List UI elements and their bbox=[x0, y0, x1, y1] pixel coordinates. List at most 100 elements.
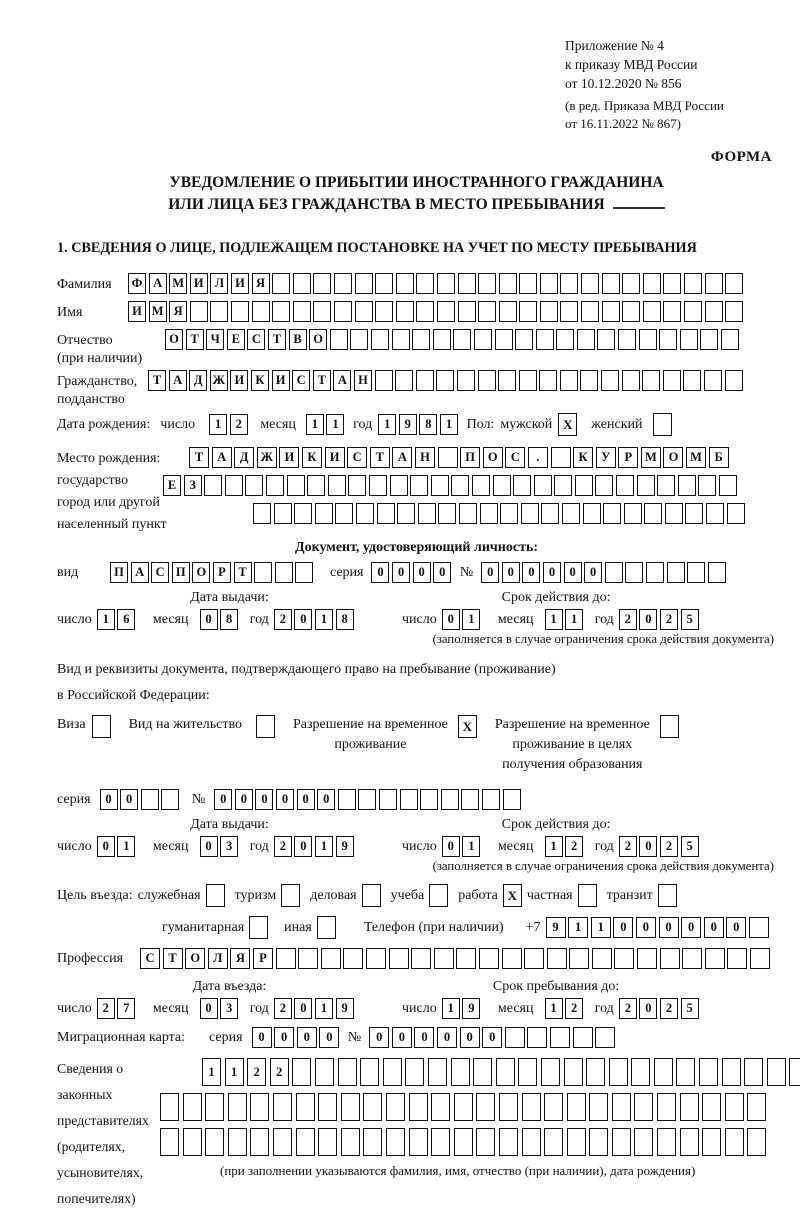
char-cell[interactable] bbox=[544, 1093, 564, 1121]
char-cell[interactable]: 1 bbox=[209, 414, 228, 435]
char-cell[interactable] bbox=[251, 301, 270, 322]
char-cell[interactable]: 2 bbox=[273, 836, 292, 857]
char-cell[interactable]: А bbox=[392, 447, 413, 468]
char-cell[interactable]: 1 bbox=[568, 917, 589, 938]
char-cell[interactable] bbox=[417, 503, 436, 524]
char-cell[interactable] bbox=[436, 370, 455, 391]
char-cell[interactable] bbox=[498, 1093, 518, 1121]
char-cell[interactable] bbox=[539, 301, 558, 322]
char-cell[interactable] bbox=[292, 1058, 312, 1086]
char-cell[interactable]: 0 bbox=[563, 562, 582, 583]
char-cell[interactable] bbox=[368, 475, 387, 496]
char-cell[interactable]: 0 bbox=[639, 836, 658, 857]
char-cell[interactable]: А bbox=[211, 447, 232, 468]
char-cell[interactable]: С bbox=[247, 329, 266, 350]
char-cell[interactable]: 0 bbox=[99, 789, 118, 810]
char-cell[interactable]: 2 bbox=[229, 414, 248, 435]
char-cell[interactable]: 0 bbox=[681, 917, 702, 938]
char-cell[interactable] bbox=[554, 475, 573, 496]
char-cell[interactable] bbox=[376, 503, 395, 524]
char-cell[interactable]: П bbox=[171, 562, 190, 583]
char-cell[interactable] bbox=[721, 329, 740, 350]
char-cell[interactable]: И bbox=[324, 447, 345, 468]
char-cell[interactable]: Т bbox=[369, 447, 390, 468]
male-checkbox[interactable]: X bbox=[558, 413, 578, 436]
temp-residence-education-checkbox[interactable] bbox=[659, 715, 679, 738]
char-cell[interactable] bbox=[399, 789, 418, 810]
char-cell[interactable] bbox=[527, 1027, 548, 1048]
char-cell[interactable]: 0 bbox=[658, 917, 679, 938]
char-cell[interactable] bbox=[662, 370, 681, 391]
char-cell[interactable] bbox=[748, 917, 769, 938]
char-cell[interactable]: 0 bbox=[584, 562, 603, 583]
char-cell[interactable] bbox=[457, 273, 476, 294]
char-cell[interactable] bbox=[182, 1093, 202, 1121]
char-cell[interactable] bbox=[725, 273, 744, 294]
char-cell[interactable]: 0 bbox=[274, 1027, 295, 1048]
char-cell[interactable] bbox=[410, 475, 429, 496]
char-cell[interactable] bbox=[318, 1128, 338, 1156]
char-cell[interactable] bbox=[275, 948, 296, 969]
char-cell[interactable]: 0 bbox=[639, 998, 658, 1019]
char-cell[interactable]: 0 bbox=[414, 1027, 435, 1048]
char-cell[interactable] bbox=[245, 475, 264, 496]
char-cell[interactable] bbox=[385, 1093, 405, 1121]
char-cell[interactable] bbox=[273, 503, 292, 524]
char-cell[interactable] bbox=[340, 1093, 360, 1121]
char-cell[interactable]: 9 bbox=[335, 836, 354, 857]
char-cell[interactable]: 0 bbox=[613, 917, 634, 938]
purpose-official-checkbox[interactable] bbox=[205, 884, 225, 907]
char-cell[interactable]: К bbox=[250, 370, 269, 391]
char-cell[interactable] bbox=[634, 1093, 654, 1121]
char-cell[interactable]: 2 bbox=[96, 998, 115, 1019]
char-cell[interactable] bbox=[727, 948, 748, 969]
char-cell[interactable]: 1 bbox=[202, 1058, 221, 1086]
female-checkbox[interactable] bbox=[652, 413, 672, 436]
char-cell[interactable] bbox=[250, 1093, 270, 1121]
char-cell[interactable] bbox=[495, 1058, 515, 1086]
char-cell[interactable] bbox=[412, 329, 431, 350]
char-cell[interactable] bbox=[684, 273, 703, 294]
char-cell[interactable] bbox=[327, 475, 346, 496]
char-cell[interactable] bbox=[337, 789, 356, 810]
char-cell[interactable]: 0 bbox=[96, 836, 115, 857]
char-cell[interactable]: 0 bbox=[459, 1027, 480, 1048]
char-cell[interactable] bbox=[343, 948, 364, 969]
purpose-study-checkbox[interactable] bbox=[429, 884, 449, 907]
char-cell[interactable]: 2 bbox=[273, 998, 292, 1019]
char-cell[interactable]: 2 bbox=[247, 1058, 267, 1086]
char-cell[interactable]: 3 bbox=[220, 998, 239, 1019]
char-cell[interactable] bbox=[210, 301, 229, 322]
char-cell[interactable] bbox=[657, 1093, 677, 1121]
char-cell[interactable] bbox=[766, 1058, 786, 1086]
char-cell[interactable]: Т bbox=[312, 370, 331, 391]
char-cell[interactable] bbox=[559, 370, 578, 391]
char-cell[interactable]: Я bbox=[230, 948, 251, 969]
char-cell[interactable]: . bbox=[527, 447, 548, 468]
char-cell[interactable] bbox=[706, 503, 725, 524]
char-cell[interactable]: 6 bbox=[117, 609, 136, 630]
char-cell[interactable] bbox=[385, 1128, 405, 1156]
char-cell[interactable] bbox=[335, 503, 354, 524]
char-cell[interactable]: 0 bbox=[726, 917, 747, 938]
char-cell[interactable]: 0 bbox=[371, 562, 390, 583]
char-cell[interactable]: 9 bbox=[462, 998, 481, 1019]
char-cell[interactable]: 2 bbox=[660, 998, 678, 1019]
char-cell[interactable]: Ж bbox=[256, 447, 277, 468]
char-cell[interactable] bbox=[375, 273, 394, 294]
char-cell[interactable] bbox=[473, 1058, 493, 1086]
char-cell[interactable] bbox=[415, 370, 434, 391]
char-cell[interactable] bbox=[431, 1093, 451, 1121]
char-cell[interactable] bbox=[307, 475, 326, 496]
char-cell[interactable]: О bbox=[185, 948, 206, 969]
char-cell[interactable] bbox=[533, 475, 552, 496]
char-cell[interactable]: 1 bbox=[462, 609, 481, 630]
char-cell[interactable] bbox=[481, 789, 500, 810]
char-cell[interactable] bbox=[189, 301, 208, 322]
char-cell[interactable] bbox=[230, 301, 249, 322]
char-cell[interactable] bbox=[397, 503, 416, 524]
char-cell[interactable] bbox=[337, 1058, 357, 1086]
char-cell[interactable]: 2 bbox=[273, 609, 292, 630]
char-cell[interactable]: М bbox=[148, 301, 167, 322]
char-cell[interactable] bbox=[286, 475, 305, 496]
